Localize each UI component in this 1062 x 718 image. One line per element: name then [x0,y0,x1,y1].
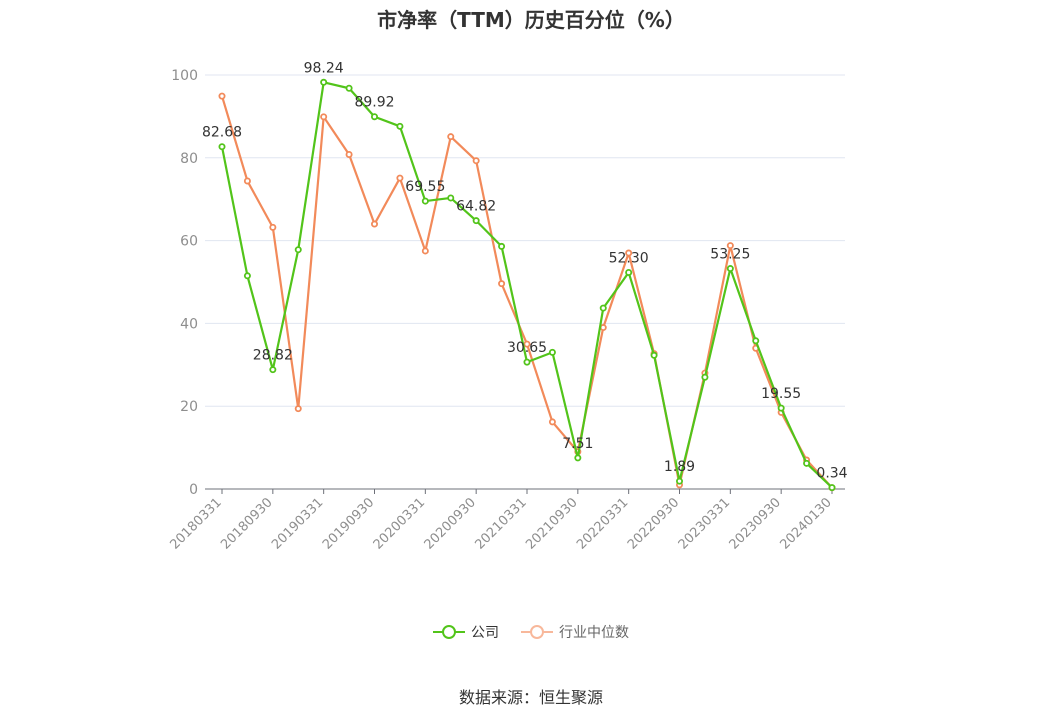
legend-item-industry-median[interactable]: 行业中位数 [521,622,629,642]
data-point [803,459,811,467]
x-tick-label: 20240130 [777,495,834,552]
data-point [523,340,531,348]
x-tick-label: 20210930 [523,495,580,552]
x-tick-label: 20220930 [625,495,682,552]
data-point [421,197,429,205]
data-point [294,246,302,254]
y-tick-label: 80 [180,151,198,167]
data-point [701,373,709,381]
y-tick-label: 0 [189,482,198,498]
data-label: 7.51 [562,436,593,452]
data-label: 64.82 [456,199,496,215]
x-tick-label: 20210331 [472,495,529,552]
x-tick-label: 20230331 [676,495,733,552]
x-tick-label: 20220331 [574,495,631,552]
x-tick-label: 20190930 [320,495,377,552]
data-point [599,324,607,332]
data-point [218,92,226,100]
x-tick-label: 20180331 [167,495,224,552]
data-point [269,366,277,374]
data-point [625,268,633,276]
data-point [498,280,506,288]
legend-label-industry-median: 行业中位数 [559,625,629,641]
data-point [625,249,633,257]
data-point [498,242,506,250]
data-point [243,272,251,280]
data-point [828,484,836,492]
data-label: 19.55 [761,386,801,402]
legend-marker-icon [433,625,465,639]
x-tick-label: 20230930 [727,495,784,552]
data-point [548,348,556,356]
data-point [726,265,734,273]
data-point [345,84,353,92]
y-tick-label: 40 [180,316,198,332]
data-point [294,405,302,413]
data-point [345,150,353,158]
data-point [472,217,480,225]
data-point [269,223,277,231]
x-tick-label: 20190331 [269,495,326,552]
data-point [548,418,556,426]
data-label: 52.30 [609,250,649,266]
data-point [370,113,378,121]
legend-label-company: 公司 [471,625,499,641]
x-tick-label: 20180930 [218,495,275,552]
data-label: 89.92 [354,95,394,111]
data-label: 1.89 [664,459,695,475]
data-point [243,177,251,185]
data-point [472,157,480,165]
data-label: 53.25 [710,247,750,263]
data-point [752,337,760,345]
data-point [396,122,404,130]
data-point [574,454,582,462]
data-label: 30.65 [507,340,547,356]
legend-marker-icon [521,625,553,639]
y-tick-label: 20 [180,399,198,415]
data-point [599,304,607,312]
data-point [523,358,531,366]
y-tick-label: 100 [171,68,198,84]
legend-item-company[interactable]: 公司 [433,622,499,642]
data-label: 98.24 [304,60,344,76]
source-note: 数据来源：恒生聚源 [458,688,603,707]
chart-title: 市净率（TTM）历史百分位（%） [377,8,685,32]
data-point [218,143,226,151]
legend: 公司 行业中位数 [0,622,1062,642]
y-tick-label: 60 [180,234,198,250]
data-point [777,404,785,412]
data-point [650,351,658,359]
data-point [320,113,328,121]
data-point [447,194,455,202]
data-point [447,133,455,141]
data-label: 28.82 [253,348,293,364]
data-point [370,220,378,228]
data-point [676,477,684,485]
data-label: 69.55 [405,179,445,195]
data-label: 0.34 [816,466,847,482]
x-tick-label: 20200331 [371,495,428,552]
data-point [320,78,328,86]
data-label: 82.68 [202,125,242,141]
data-point [396,174,404,182]
x-tick-label: 20200930 [422,495,479,552]
data-point [726,242,734,250]
data-point [421,247,429,255]
